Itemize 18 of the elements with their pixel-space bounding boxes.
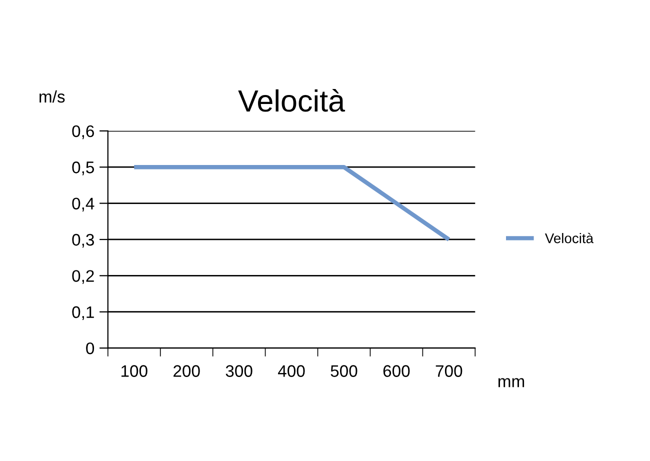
x-tick-label: 700 — [436, 365, 462, 377]
x-tick-label: 400 — [278, 365, 305, 377]
chart-title: Velocità — [238, 88, 346, 112]
y-tick-label: 0,2 — [72, 270, 94, 284]
y-axis-title: m/s — [40, 90, 65, 103]
x-tick-label: 200 — [174, 365, 200, 377]
y-tick-label: 0 — [86, 342, 94, 354]
x-tick-label: 500 — [330, 365, 358, 377]
x-axis-title: mm — [498, 378, 524, 388]
x-tick-label: 600 — [383, 365, 410, 377]
legend-label: Velocità — [544, 232, 594, 244]
y-tick-label: 0,1 — [72, 306, 94, 320]
x-tick-label: 100 — [122, 365, 148, 377]
y-tick-label: 0,5 — [72, 162, 94, 176]
y-tick-label: 0,6 — [72, 125, 94, 140]
x-tick-label: 300 — [226, 365, 252, 377]
y-tick-label: 0,4 — [72, 198, 94, 212]
y-tick-label: 0,3 — [72, 234, 94, 248]
